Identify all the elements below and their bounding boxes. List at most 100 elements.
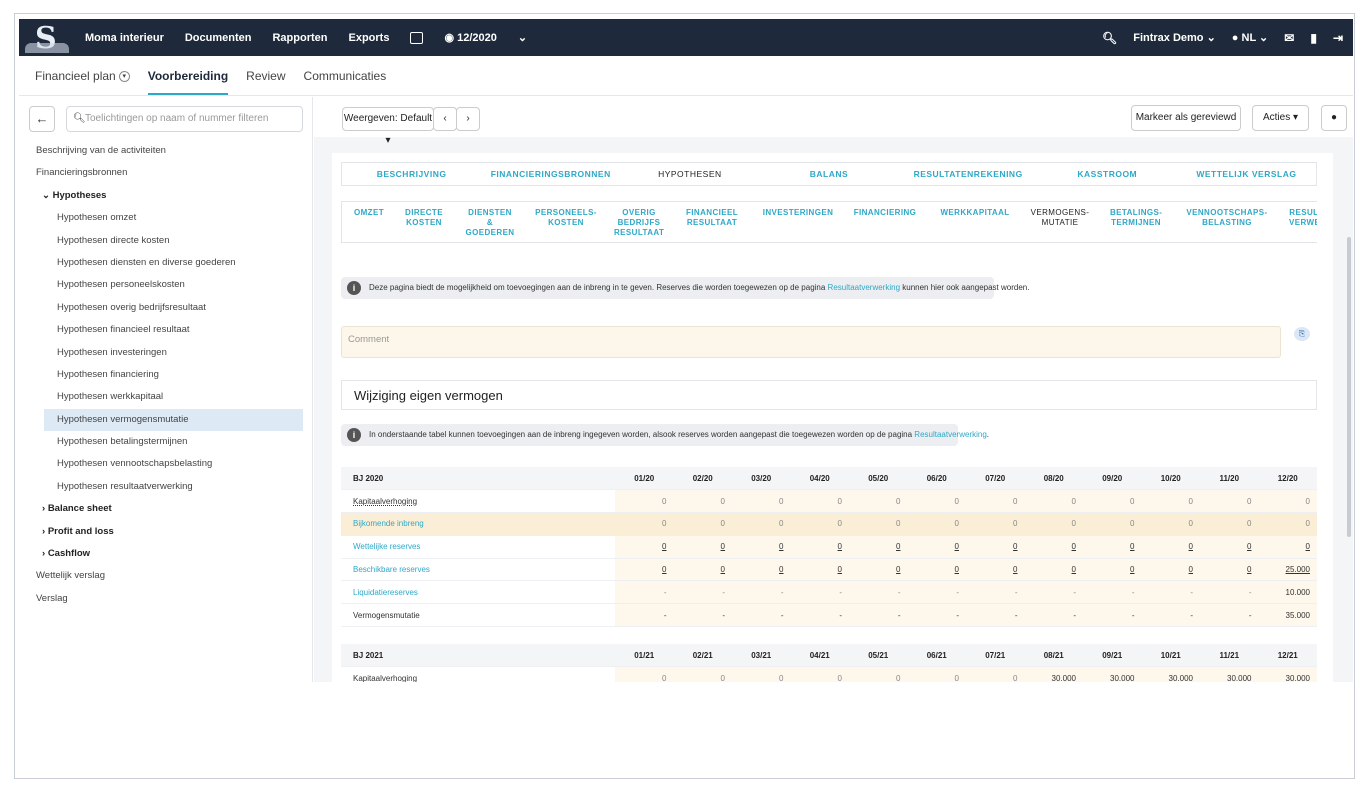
value-cell[interactable]: 0 xyxy=(1200,558,1259,582)
sidebar-item[interactable]: Hypothesen financiering xyxy=(19,364,313,386)
value-cell[interactable]: 0 xyxy=(849,512,908,536)
chevron-right-icon[interactable]: › xyxy=(42,548,48,560)
logout-icon[interactable]: ⇥ xyxy=(1332,30,1343,45)
value-cell[interactable]: 0 xyxy=(673,666,732,682)
sidebar-item[interactable]: Hypothesen personeelskosten xyxy=(19,274,313,296)
sidebar-item[interactable]: Verslag xyxy=(19,588,313,610)
value-cell[interactable]: 30.000 xyxy=(1200,666,1259,682)
value-cell[interactable]: 0 xyxy=(790,489,849,514)
value-cell[interactable]: 0 xyxy=(615,535,674,559)
user-menu[interactable]: Fintrax Demo ⌄ xyxy=(1133,32,1216,44)
sidebar-item[interactable]: Hypothesen vermogensmutatie xyxy=(44,408,303,432)
value-cell[interactable]: 0 xyxy=(907,535,966,559)
view-dropdown[interactable]: Weergeven: Default ▾ xyxy=(342,107,434,146)
subtab[interactable]: VENNOOTSCHAPS- BELASTING xyxy=(1186,208,1268,227)
calendar-icon[interactable] xyxy=(410,31,424,44)
value-cell[interactable]: 0 xyxy=(615,512,674,536)
sidebar-item[interactable]: Hypothesen overig bedrijfsresultaat xyxy=(19,297,313,319)
value-cell[interactable]: 0 xyxy=(615,489,674,514)
value-cell[interactable]: 0 xyxy=(1083,558,1142,582)
value-cell[interactable]: 0 xyxy=(732,489,791,514)
subtab[interactable]: DIENSTEN & GOEDEREN xyxy=(465,208,515,237)
subtab[interactable]: FINANCIEEL RESULTAAT xyxy=(686,208,738,227)
value-cell[interactable]: 0 xyxy=(849,535,908,559)
value-cell[interactable]: 0 xyxy=(1024,535,1083,559)
row-label[interactable]: Beschikbare reserves xyxy=(341,558,615,582)
row-label[interactable]: Bijkomende inbreng xyxy=(341,512,615,536)
sidebar-item[interactable]: Hypothesen vennootschapsbelasting xyxy=(19,453,313,475)
value-cell[interactable]: 0 xyxy=(790,535,849,559)
value-cell[interactable]: 0 xyxy=(966,535,1025,559)
actions-dropdown[interactable]: Acties ▾ xyxy=(1252,105,1309,131)
value-cell[interactable]: 0 xyxy=(966,558,1025,582)
chevron-down-icon[interactable]: ⌄ xyxy=(42,189,53,201)
caret-down-icon[interactable]: ▾ xyxy=(118,71,130,83)
app-logo[interactable]: S xyxy=(19,19,75,56)
subtab[interactable]: OVERIG BEDRIJFS RESULTAAT xyxy=(614,208,665,237)
subtab[interactable]: VERMOGENS- MUTATIE xyxy=(1030,208,1090,227)
sidebar-item[interactable]: Hypothesen diensten en diverse goederen xyxy=(19,252,313,274)
value-cell[interactable]: 30.000 xyxy=(1258,666,1317,682)
value-cell[interactable]: 0 xyxy=(1200,489,1259,514)
value-cell[interactable]: 0 xyxy=(1083,512,1142,536)
value-cell[interactable]: 0 xyxy=(1258,489,1317,514)
sidebar-item[interactable]: › Profit and loss xyxy=(19,521,313,543)
value-cell[interactable]: 0 xyxy=(732,666,791,682)
value-cell[interactable]: 0 xyxy=(673,558,732,582)
back-button[interactable]: ← xyxy=(29,106,55,132)
search-icon[interactable]: 🔍︎ xyxy=(1101,30,1118,45)
comment-textarea[interactable]: Comment xyxy=(341,326,1281,358)
tab-resultatenrekening[interactable]: RESULTATENREKENING xyxy=(913,169,1023,179)
language-menu[interactable]: ● NL ⌄ xyxy=(1231,32,1269,44)
value-cell[interactable]: 0 xyxy=(907,512,966,536)
nav-exports[interactable]: Exports xyxy=(348,31,390,44)
value-cell[interactable]: 0 xyxy=(1083,489,1142,514)
chevron-right-icon[interactable]: › xyxy=(42,503,48,515)
value-cell[interactable]: 0 xyxy=(849,666,908,682)
value-cell[interactable]: 0 xyxy=(790,666,849,682)
value-cell[interactable]: 0 xyxy=(1141,489,1200,514)
sidebar-search-input[interactable]: 🔍︎ Toelichtingen op naam of nummer filte… xyxy=(66,106,303,132)
tab-voorbereiding[interactable]: Voorbereiding xyxy=(147,69,229,95)
value-cell[interactable]: 0 xyxy=(966,666,1025,682)
value-cell[interactable]: 0 xyxy=(1141,558,1200,582)
tab-balans[interactable]: BALANS xyxy=(809,169,849,179)
nav-documenten[interactable]: Documenten xyxy=(184,31,252,44)
sidebar-item[interactable]: › Cashflow xyxy=(19,543,313,565)
value-cell[interactable]: 0 xyxy=(732,512,791,536)
value-cell[interactable]: 0 xyxy=(1024,489,1083,514)
value-cell[interactable]: 0 xyxy=(1024,558,1083,582)
value-cell[interactable]: 0 xyxy=(673,512,732,536)
value-cell[interactable]: 0 xyxy=(615,666,674,682)
value-cell[interactable]: 0 xyxy=(907,558,966,582)
tab-communicaties[interactable]: Communicaties xyxy=(303,69,387,83)
value-cell[interactable]: 0 xyxy=(732,558,791,582)
chevron-right-icon[interactable]: › xyxy=(42,525,48,537)
value-cell[interactable]: 0 xyxy=(732,535,791,559)
value-cell[interactable]: 0 xyxy=(790,512,849,536)
value-cell[interactable]: 0 xyxy=(1200,512,1259,536)
value-cell[interactable]: 0 xyxy=(1083,535,1142,559)
period-selector[interactable]: ◉ 12/2020 xyxy=(444,31,496,44)
tab-financieringsbronnen[interactable]: FINANCIERINGSBRONNEN xyxy=(490,169,611,179)
tab-review[interactable]: Review xyxy=(246,69,286,83)
sidebar-item[interactable]: Hypothesen werkkapitaal xyxy=(19,386,313,408)
subtab[interactable]: FINANCIERING xyxy=(853,208,917,217)
value-cell[interactable]: 30.000 xyxy=(1083,666,1142,682)
value-cell[interactable]: 0 xyxy=(966,512,1025,536)
scrollbar[interactable] xyxy=(1347,237,1351,537)
value-cell[interactable]: 0 xyxy=(849,489,908,514)
sidebar-item[interactable]: Hypothesen directe kosten xyxy=(19,230,313,252)
attachment-icon[interactable]: ⎘ xyxy=(1294,327,1310,341)
row-label[interactable]: Liquidatiereserves xyxy=(341,580,615,605)
sidebar-item[interactable]: Hypothesen investeringen xyxy=(19,342,313,364)
value-cell[interactable]: 0 xyxy=(1258,512,1317,536)
subtab[interactable]: INVESTERINGEN xyxy=(762,208,834,217)
subtab[interactable]: PERSONEELS- KOSTEN xyxy=(535,208,597,227)
tab-hypothesen[interactable]: HYPOTHESEN xyxy=(658,169,722,179)
value-cell[interactable]: 0 xyxy=(1258,535,1317,559)
sidebar-item[interactable]: Beschrijving van de activiteiten xyxy=(19,140,313,162)
value-cell[interactable]: 0 xyxy=(907,489,966,514)
tab-wettelijk-verslag[interactable]: WETTELIJK VERSLAG xyxy=(1196,169,1297,179)
tab-beschrijving[interactable]: BESCHRIJVING xyxy=(376,169,447,179)
